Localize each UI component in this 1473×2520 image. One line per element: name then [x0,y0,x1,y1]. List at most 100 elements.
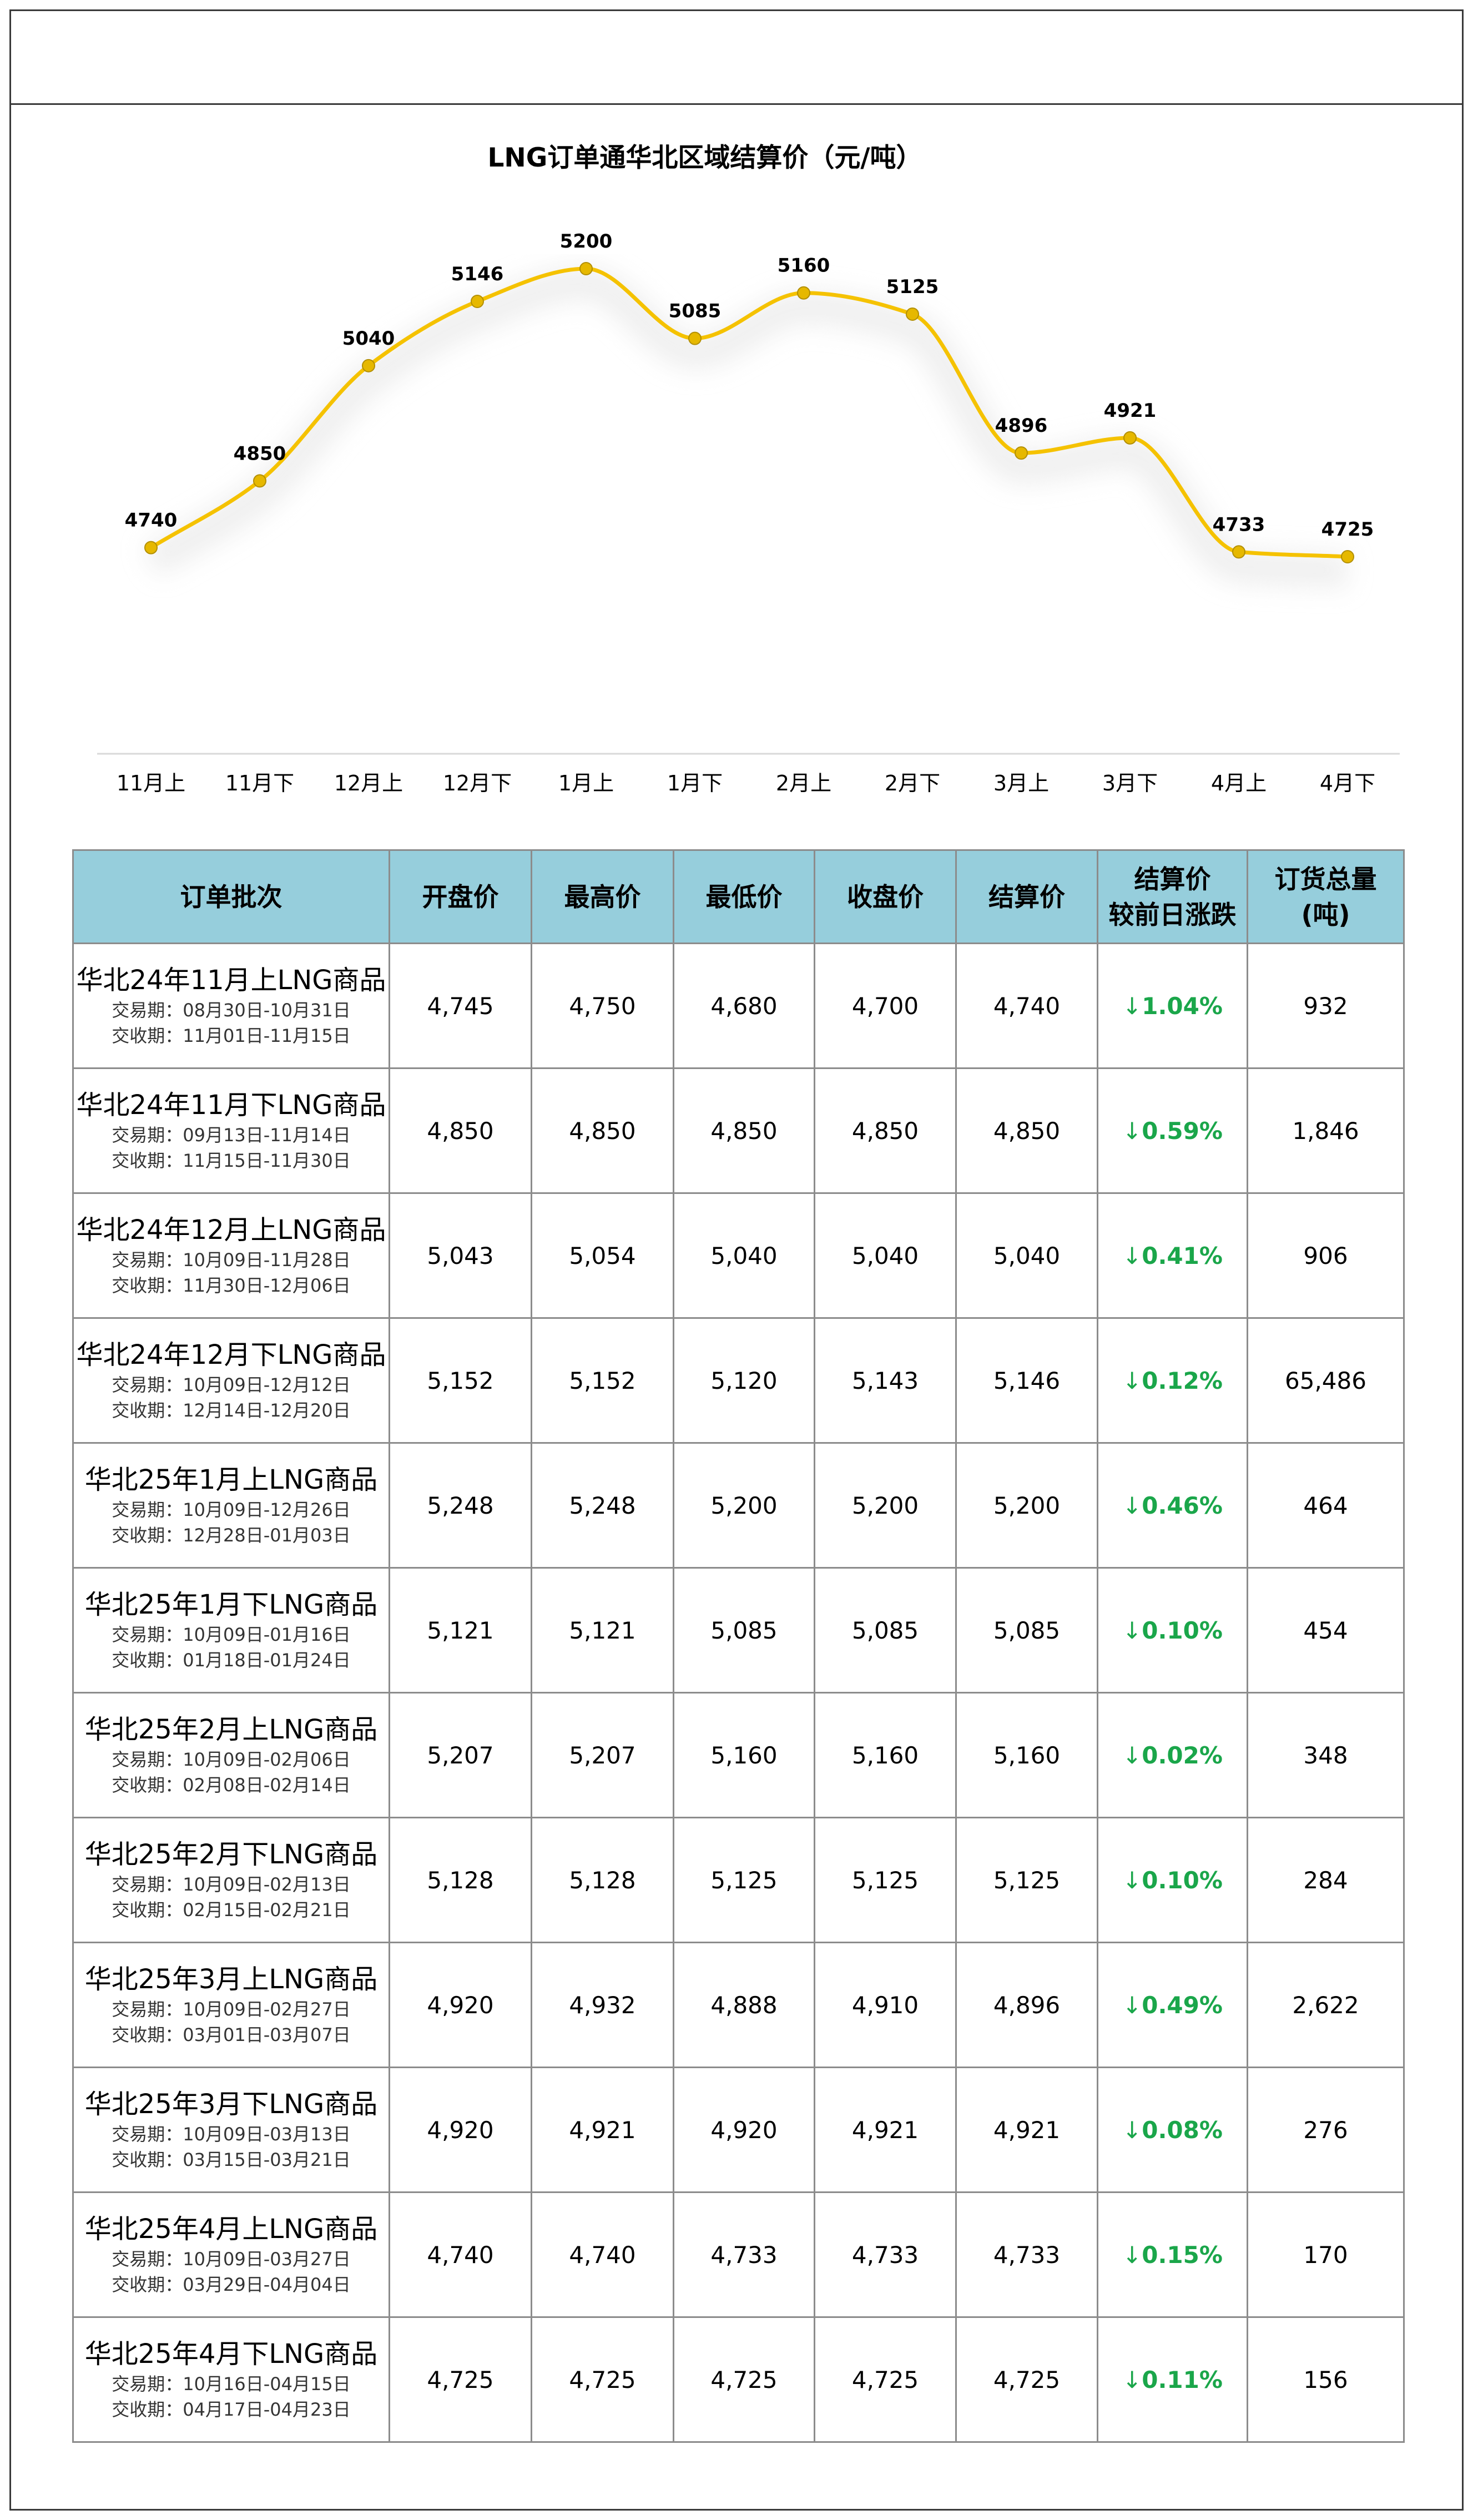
trade-period: 交易期：08月30日-10月31日 [112,1000,351,1021]
column-header-label: 订货总量 [1274,864,1377,894]
column-header-label: 收盘价 [847,881,924,912]
change-percent: 0.10% [1142,1616,1223,1644]
close-price-cell: 5,125 [814,1817,957,1943]
table-row: 华北25年1月下LNG商品 交易期：10月09日-01月16日 交收期：01月18日… [72,1567,1405,1694]
settle-price-cell: 4,921 [955,2067,1098,2193]
batch-name: 华北25年3月上LNG商品 [84,1964,378,1995]
change-cell: ↓0.10% [1097,1567,1248,1694]
table-row: 华北25年4月上LNG商品 交易期：10月09日-03月27日 交收期：03月29日… [72,2191,1405,2318]
arrow-down-icon: ↓ [1122,1616,1142,1644]
volume-cell: 906 [1247,1192,1405,1319]
settle-price-cell: 4,733 [955,2191,1098,2318]
change-cell: ↓0.08% [1097,2067,1248,2193]
change-percent: 0.49% [1142,1991,1223,2019]
data-label: 4725 [1321,518,1374,541]
column-header-label: 最高价 [564,881,641,912]
high-price-cell: 4,850 [531,1067,674,1194]
marker-group [144,262,1354,563]
high-price-cell: 5,207 [531,1692,674,1818]
high-price-cell: 5,121 [531,1567,674,1694]
change-cell: ↓0.11% [1097,2316,1248,2443]
column-header-label: 开盘价 [422,881,499,912]
arrow-down-icon: ↓ [1122,2241,1142,2269]
batch-cell: 华北25年3月上LNG商品 交易期：10月09日-02月27日 交收期：03月01日… [72,1942,390,2068]
chart-title: LNG订单通华北区域结算价（元/吨） [487,143,922,173]
volume-cell: 284 [1247,1817,1405,1943]
x-tick-label: 12月下 [443,771,512,795]
batch-name: 华北24年11月上LNG商品 [76,965,386,996]
x-tick-label: 3月下 [1102,771,1158,795]
open-price-cell: 5,121 [389,1567,532,1694]
low-price-cell: 5,160 [673,1692,815,1818]
close-price-cell: 4,850 [814,1067,957,1194]
close-price-cell: 5,085 [814,1567,957,1694]
change-percent: 0.41% [1142,1242,1223,1269]
high-price-cell: 4,932 [531,1942,674,2068]
arrow-down-icon: ↓ [1122,992,1142,1020]
arrow-down-icon: ↓ [1122,2116,1142,2144]
volume-cell: 454 [1247,1567,1405,1694]
batch-cell: 华北24年12月下LNG商品 交易期：10月09日-12月12日 交收期：12月14… [72,1317,390,1444]
change-cell: ↓0.12% [1097,1317,1248,1444]
x-tick-label: 2月上 [776,771,831,795]
low-price-cell: 4,725 [673,2316,815,2443]
change-cell: ↓0.02% [1097,1692,1248,1818]
trade-period: 交易期：10月09日-11月28日 [112,1249,351,1271]
series-line-shadow [142,266,1349,588]
low-price-cell: 4,680 [673,943,815,1069]
change-cell: ↓0.10% [1097,1817,1248,1943]
settle-price-cell: 4,740 [955,943,1098,1069]
table-row: 华北25年4月下LNG商品 交易期：10月16日-04月15日 交收期：04月17日… [72,2316,1405,2443]
low-price-cell: 5,085 [673,1567,815,1694]
delivery-period: 交收期：02月08日-02月14日 [112,1775,351,1796]
close-price-cell: 5,143 [814,1317,957,1444]
settle-price-cell: 5,085 [955,1567,1098,1694]
open-price-cell: 5,248 [389,1442,532,1569]
data-point [1341,550,1354,563]
table-row: 华北25年2月上LNG商品 交易期：10月09日-02月06日 交收期：02月08日… [72,1692,1405,1818]
batch-name: 华北25年3月下LNG商品 [84,2089,378,2120]
table-header-row: 订单批次 开盘价 最高价 最低价 收盘价 结算价 结算价 较前日涨跌 订货总量 (吨) [72,849,1405,944]
batch-cell: 华北25年4月上LNG商品 交易期：10月09日-03月27日 交收期：03月29日… [72,2191,390,2318]
batch-name: 华北24年12月下LNG商品 [76,1339,386,1370]
column-header: 结算价 较前日涨跌 [1097,849,1248,944]
data-point [906,307,919,321]
data-point [144,541,158,555]
table-row: 华北24年11月上LNG商品 交易期：08月30日-10月31日 交收期：11月01… [72,943,1405,1069]
open-price-cell: 4,745 [389,943,532,1069]
data-point [688,331,702,345]
volume-cell: 170 [1247,2191,1405,2318]
trade-period: 交易期：09月13日-11月14日 [112,1125,351,1146]
delivery-period: 交收期：03月01日-03月07日 [112,2024,351,2045]
change-cell: ↓0.59% [1097,1067,1248,1194]
close-price-cell: 4,910 [814,1942,957,2068]
arrow-down-icon: ↓ [1122,1491,1142,1519]
high-price-cell: 5,152 [531,1317,674,1444]
change-cell: ↓0.49% [1097,1942,1248,2068]
data-label-group: 4740 4850 5040 5146 5200 5085 5160 5125 4896 4921… [125,230,1374,541]
volume-cell: 156 [1247,2316,1405,2443]
close-price-cell: 4,725 [814,2316,957,2443]
x-tick-label: 3月上 [993,771,1049,795]
batch-cell: 华北25年2月上LNG商品 交易期：10月09日-02月06日 交收期：02月08日… [72,1692,390,1818]
column-header-label: 较前日涨跌 [1108,899,1237,930]
arrow-down-icon: ↓ [1122,1991,1142,2019]
column-header: 最高价 [531,849,674,944]
close-price-cell: 5,200 [814,1442,957,1569]
volume-cell: 932 [1247,943,1405,1069]
batch-cell: 华北25年1月上LNG商品 交易期：10月09日-12月26日 交收期：12月28日… [72,1442,390,1569]
data-point [471,295,484,309]
open-price-cell: 5,152 [389,1317,532,1444]
close-price-cell: 4,733 [814,2191,957,2318]
settle-price-cell: 4,896 [955,1942,1098,2068]
x-tick-label: 11月上 [117,771,185,795]
data-point [362,359,375,372]
data-label: 5040 [342,327,395,350]
delivery-period: 交收期：11月30日-12月06日 [112,1275,351,1296]
arrow-down-icon: ↓ [1122,1741,1142,1769]
column-header: 开盘价 [389,849,532,944]
trade-period: 交易期：10月09日-03月27日 [112,2249,351,2270]
x-tick-label: 11月下 [225,771,294,795]
open-price-cell: 4,725 [389,2316,532,2443]
series-line [149,266,1350,559]
